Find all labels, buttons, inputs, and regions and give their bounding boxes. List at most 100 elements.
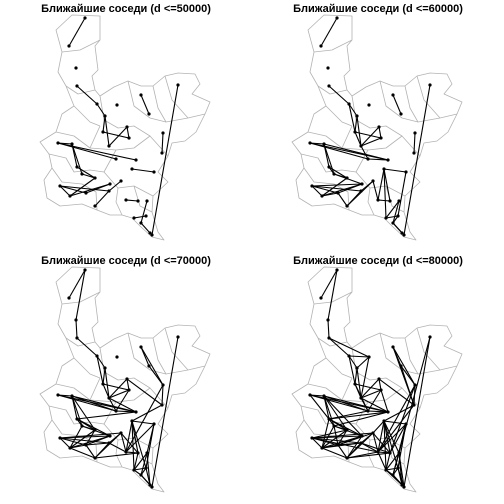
neighbor-edge: [85, 444, 96, 459]
centroid-point: [176, 335, 180, 339]
neighbor-edge: [311, 429, 348, 439]
centroid-point: [402, 485, 406, 489]
centroid-point: [161, 131, 165, 135]
region-border: [307, 125, 353, 149]
centroid-point: [396, 466, 400, 470]
neighbor-edge: [377, 384, 416, 453]
neighbor-edge: [377, 420, 385, 453]
neighbor-edge: [102, 115, 106, 133]
panel-title: Ближайшие соседи (d <=50000): [41, 3, 211, 15]
neighbor-edge: [360, 356, 370, 399]
centroid-point: [355, 114, 359, 118]
neighbor-edge: [69, 447, 96, 459]
centroid-point: [130, 167, 134, 171]
neighbor-edge: [151, 84, 179, 236]
centroid-point: [119, 431, 123, 435]
neighbor-edge: [102, 383, 110, 399]
centroid-point: [399, 112, 403, 116]
centroid-point: [101, 382, 105, 386]
centroid-point: [108, 182, 112, 186]
centroid-point: [397, 451, 401, 455]
neighbor-edge: [372, 432, 391, 454]
centroid-point: [124, 450, 128, 454]
neighbor-edge: [108, 126, 128, 147]
neighbor-edge: [385, 467, 399, 471]
neighbor-edge: [323, 395, 369, 412]
neighbor-edge: [337, 192, 348, 207]
neighbor-edge: [320, 17, 338, 47]
neighbor-edge: [69, 177, 96, 197]
neighbor-edge: [383, 420, 391, 454]
neighbor-edge: [380, 389, 389, 413]
neighbor-edge: [392, 94, 402, 115]
neighbor-edge: [125, 420, 133, 453]
centroid-point: [359, 396, 363, 400]
centroid-point: [382, 167, 386, 171]
neighbor-edge: [59, 185, 87, 194]
centroid-point: [322, 142, 326, 146]
centroid-point: [84, 443, 88, 447]
centroid-point: [366, 157, 370, 161]
region-border: [55, 125, 101, 149]
centroid-point: [327, 417, 331, 421]
neighbor-edge: [309, 142, 325, 145]
region-border: [300, 153, 357, 173]
panel-title: Ближайшие соседи (d <=60000): [293, 3, 463, 15]
region-border: [341, 387, 421, 409]
centroid-point: [136, 451, 140, 455]
neighbor-edge: [346, 180, 374, 207]
neighbor-edge: [398, 452, 405, 488]
neighbor-edge: [337, 444, 348, 459]
neighbor-edge: [85, 183, 111, 194]
centroid-point: [160, 403, 164, 407]
centroid-point: [402, 233, 406, 237]
region-border: [379, 80, 419, 123]
centroid-point: [67, 44, 71, 48]
region-border: [115, 187, 123, 216]
centroid-point: [360, 434, 364, 438]
centroid-point: [124, 198, 128, 202]
centroid-point: [58, 184, 62, 188]
centroid-point: [308, 141, 312, 145]
neighbor-edge: [311, 437, 379, 453]
centroid-point: [404, 170, 408, 174]
centroid-point: [84, 191, 88, 195]
region-border: [164, 75, 189, 119]
centroid-point: [353, 382, 357, 386]
neighbor-edge: [392, 200, 400, 224]
centroid-point: [139, 221, 143, 225]
neighbor-edge: [328, 418, 363, 437]
neighbor-edge: [96, 355, 106, 369]
centroid-point: [67, 296, 71, 300]
centroid-point: [80, 172, 84, 176]
neighbor-edge: [104, 367, 110, 399]
centroid-point: [115, 355, 119, 359]
neighbor-edge: [131, 420, 155, 425]
neighbor-edge: [378, 378, 415, 406]
neighbor-edge: [311, 185, 339, 194]
centroid-point: [147, 364, 151, 368]
neighbor-edge: [126, 378, 163, 406]
centroid-point: [345, 428, 349, 432]
centroid-point: [360, 182, 364, 186]
neighbor-edge: [378, 378, 382, 391]
centroid-point: [161, 383, 165, 387]
centroid-point: [107, 441, 111, 445]
neighbor-edge: [321, 192, 339, 197]
centroid-point: [366, 409, 370, 413]
centroid-point: [150, 233, 154, 237]
neighbor-edge: [377, 404, 415, 453]
region-border: [127, 332, 167, 375]
centroid-point: [80, 424, 84, 428]
centroid-point: [56, 393, 60, 397]
neighbor-edge: [337, 183, 363, 194]
centroid-point: [310, 184, 314, 188]
centroid-point: [132, 216, 136, 220]
centroid-point: [384, 468, 388, 472]
neighbor-edge: [354, 131, 382, 139]
neighbor-edge: [321, 418, 330, 449]
region-border: [317, 85, 348, 95]
centroid-point: [58, 436, 62, 440]
neighbor-edge: [102, 131, 130, 139]
